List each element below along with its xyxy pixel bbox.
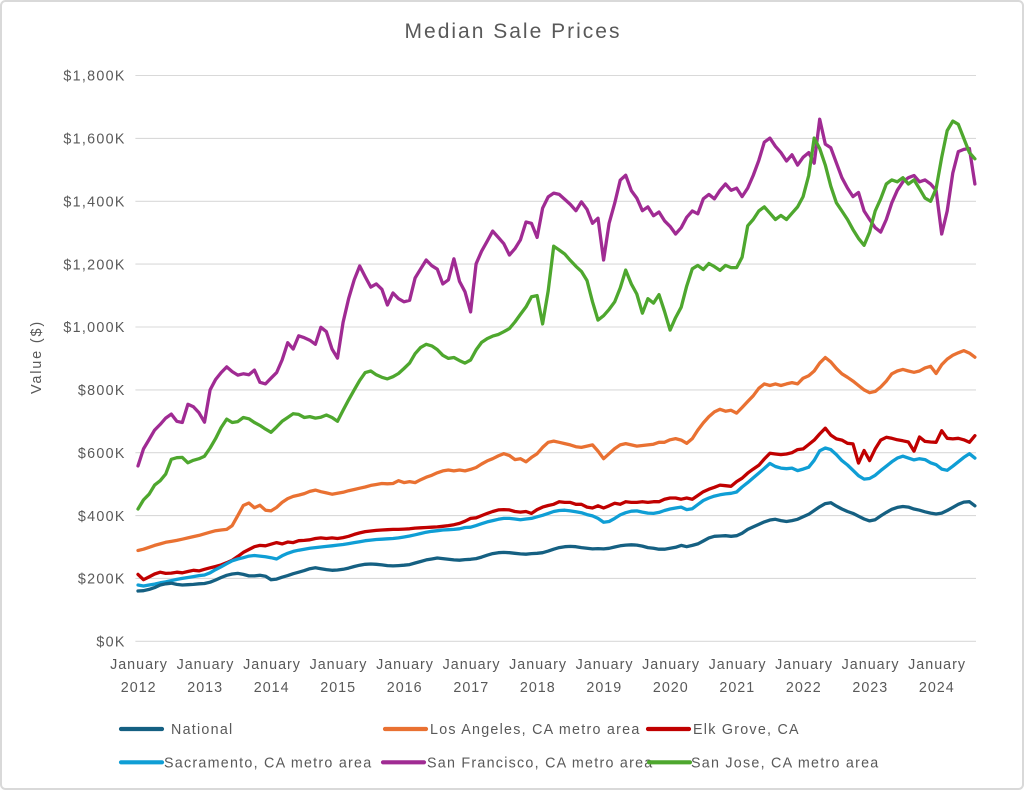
svg-text:2019: 2019 (586, 680, 622, 696)
svg-text:2021: 2021 (719, 680, 755, 696)
svg-text:January: January (775, 657, 833, 673)
svg-text:January: January (642, 657, 700, 673)
svg-text:January: January (243, 657, 301, 673)
svg-text:January: January (842, 657, 900, 673)
svg-text:Value ($): Value ($) (29, 320, 45, 394)
svg-text:January: January (576, 657, 634, 673)
svg-text:$1,400K: $1,400K (63, 195, 125, 211)
svg-text:January: January (110, 657, 168, 673)
svg-text:2018: 2018 (520, 680, 556, 696)
svg-text:$200K: $200K (78, 572, 126, 588)
svg-text:2014: 2014 (254, 680, 290, 696)
svg-text:$400K: $400K (78, 509, 126, 525)
svg-text:$1,200K: $1,200K (63, 257, 125, 273)
svg-text:$1,000K: $1,000K (63, 320, 125, 336)
svg-text:January: January (177, 657, 235, 673)
svg-text:2013: 2013 (187, 680, 223, 696)
svg-text:2015: 2015 (320, 680, 356, 696)
svg-text:San Jose, CA metro area: San Jose, CA metro area (691, 755, 879, 771)
svg-text:January: January (509, 657, 567, 673)
svg-text:January: January (709, 657, 767, 673)
svg-text:$600K: $600K (78, 446, 126, 462)
svg-text:2022: 2022 (786, 680, 822, 696)
svg-text:Median Sale Prices: Median Sale Prices (405, 20, 622, 43)
svg-text:January: January (443, 657, 501, 673)
svg-text:$1,800K: $1,800K (63, 69, 125, 85)
svg-text:January: January (908, 657, 966, 673)
svg-text:Los Angeles, CA metro area: Los Angeles, CA metro area (430, 722, 641, 738)
svg-text:$0K: $0K (96, 635, 125, 651)
svg-text:Elk Grove, CA: Elk Grove, CA (693, 722, 800, 738)
svg-text:2020: 2020 (653, 680, 689, 696)
svg-text:$800K: $800K (78, 383, 126, 399)
svg-text:2023: 2023 (852, 680, 888, 696)
svg-text:National: National (171, 722, 233, 738)
svg-text:January: January (376, 657, 434, 673)
svg-text:Sacramento, CA metro area: Sacramento, CA metro area (164, 755, 372, 771)
svg-text:2012: 2012 (121, 680, 157, 696)
svg-text:2017: 2017 (453, 680, 489, 696)
svg-text:2024: 2024 (919, 680, 955, 696)
svg-text:San Francisco, CA metro area: San Francisco, CA metro area (427, 755, 654, 771)
svg-text:2016: 2016 (387, 680, 423, 696)
svg-text:$1,600K: $1,600K (63, 132, 125, 148)
svg-text:January: January (310, 657, 368, 673)
